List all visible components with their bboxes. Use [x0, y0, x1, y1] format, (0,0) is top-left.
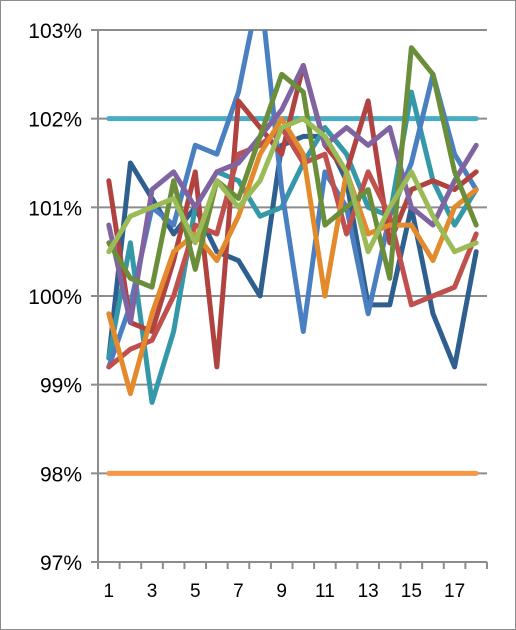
x-tick-label: 9 — [276, 581, 287, 602]
series-line — [106, 89, 479, 405]
series-line — [106, 30, 479, 370]
series-line — [106, 116, 479, 397]
x-tick-label: 15 — [401, 581, 422, 602]
x-tick-label: 1 — [104, 581, 115, 602]
series-line — [106, 125, 479, 370]
y-tick-labels: 97% 98% 99% 100% 101% 102% 103% — [28, 20, 82, 575]
y-tick-label: 98% — [40, 463, 82, 486]
y-tick-label: 97% — [40, 552, 82, 575]
series-lines — [106, 30, 479, 405]
x-tick-label: 11 — [315, 581, 335, 602]
series-line — [106, 62, 479, 326]
x-tick-label: 13 — [358, 581, 379, 602]
x-tick-label: 7 — [233, 581, 244, 602]
y-tick-label: 100% — [28, 286, 82, 309]
y-tick-label: 101% — [28, 197, 82, 220]
series-line — [106, 116, 479, 255]
series-line — [106, 62, 479, 370]
y-tick-label: 99% — [40, 375, 82, 398]
x-tick-labels: 1 3 5 7 9 11 13 15 17 — [104, 581, 466, 602]
y-tick-label: 102% — [28, 109, 82, 132]
x-tick-label: 3 — [147, 581, 158, 602]
x-tick-label: 5 — [190, 581, 201, 602]
axes — [91, 29, 488, 569]
x-tick-label: 17 — [444, 581, 465, 602]
y-tick-label: 103% — [28, 20, 82, 43]
